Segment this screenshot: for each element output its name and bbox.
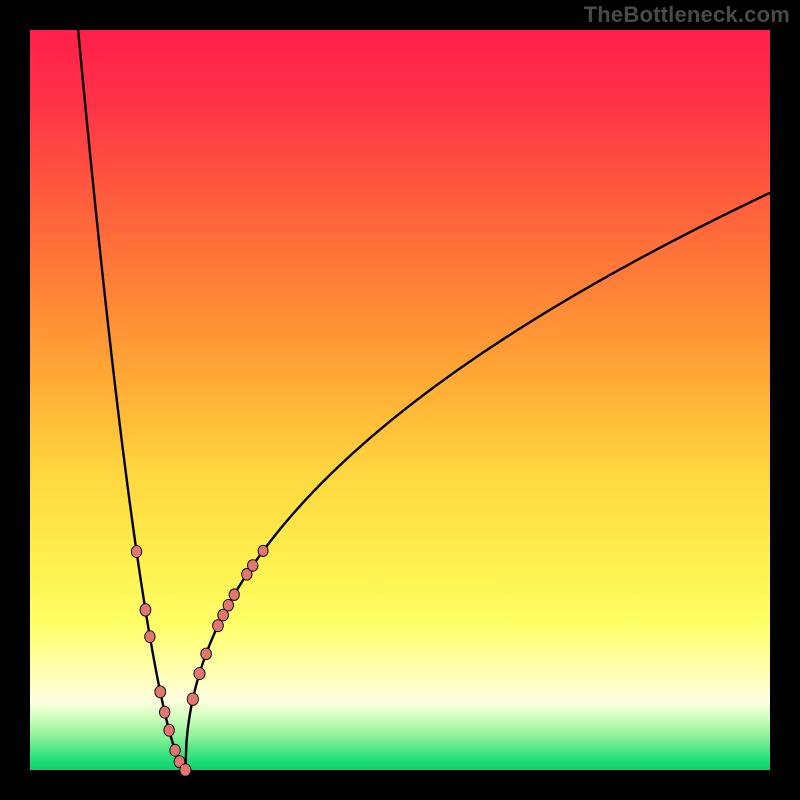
marker-point: [180, 764, 191, 776]
marker-point: [164, 724, 174, 736]
marker-point: [170, 744, 180, 756]
chart-plot-background: [30, 30, 770, 770]
marker-point: [229, 589, 239, 601]
marker-point: [187, 693, 198, 705]
marker-point: [140, 604, 151, 616]
marker-point: [213, 620, 224, 632]
marker-point: [258, 545, 268, 556]
marker-point: [155, 686, 166, 698]
bottleneck-curve-chart: [0, 0, 800, 800]
marker-point: [223, 599, 233, 611]
marker-point: [201, 648, 212, 660]
marker-point: [159, 706, 169, 718]
marker-point: [131, 546, 141, 558]
chart-root: TheBottleneck.com: [0, 0, 800, 800]
marker-point: [248, 560, 258, 572]
marker-point: [145, 631, 155, 643]
marker-point: [194, 668, 205, 680]
